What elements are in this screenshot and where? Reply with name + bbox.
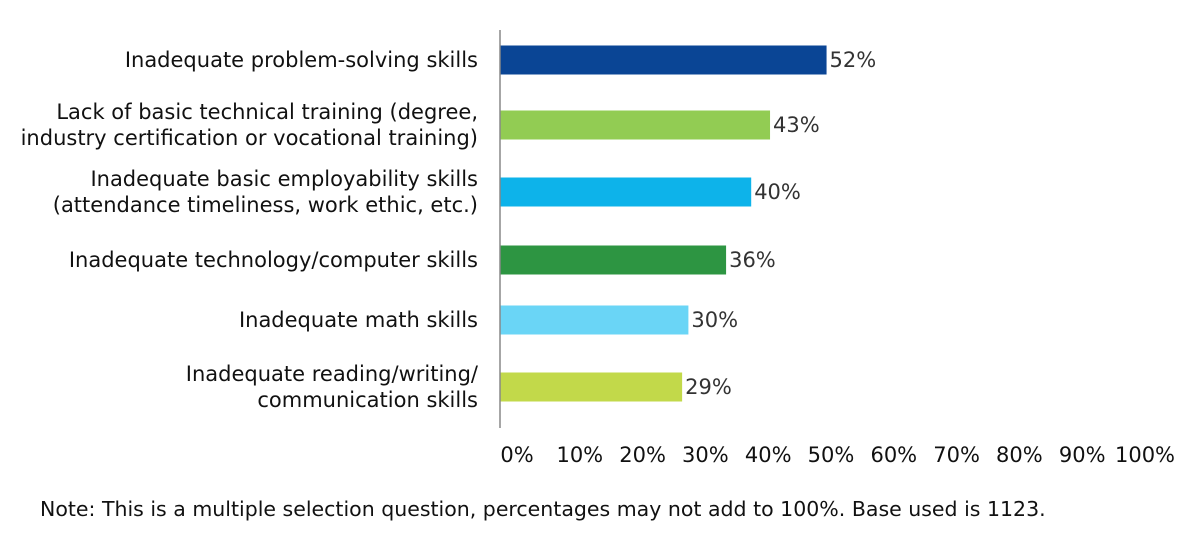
- bar: [500, 245, 727, 275]
- x-tick-label: 60%: [870, 443, 917, 467]
- x-tick-label: 20%: [619, 443, 666, 467]
- data-label: 29%: [685, 375, 732, 399]
- chart-note: Note: This is a multiple selection quest…: [40, 497, 1046, 521]
- data-label: 52%: [830, 48, 877, 72]
- x-tick-label: 70%: [933, 443, 980, 467]
- data-label: 36%: [729, 248, 776, 272]
- x-tick-label: 0%: [500, 443, 533, 467]
- x-tick-label: 40%: [745, 443, 792, 467]
- category-label: Inadequate reading/writing/communication…: [186, 362, 479, 412]
- category-label: Inadequate problem-solving skills: [125, 48, 478, 72]
- category-label: Inadequate technology/computer skills: [69, 248, 478, 272]
- data-label: 43%: [773, 113, 820, 137]
- x-tick-label: 100%: [1115, 443, 1175, 467]
- bar: [500, 45, 827, 75]
- x-tick-label: 80%: [996, 443, 1043, 467]
- bar: [500, 177, 752, 207]
- bar: [500, 372, 683, 402]
- category-label: Inadequate basic employability skills (at…: [53, 167, 478, 217]
- x-tick-label: 30%: [682, 443, 729, 467]
- bar-chart: Inadequate problem-solving skills Lack of…: [21, 30, 1175, 467]
- bar: [500, 110, 771, 140]
- data-label: 40%: [754, 180, 801, 204]
- bar: [500, 305, 689, 335]
- x-tick-label: 90%: [1059, 443, 1106, 467]
- x-tick-label: 50%: [808, 443, 855, 467]
- category-label: Lack of basic technical training (degree…: [21, 100, 478, 150]
- x-tick-label: 10%: [556, 443, 603, 467]
- data-label: 30%: [691, 308, 738, 332]
- category-label: Inadequate math skills: [239, 308, 478, 332]
